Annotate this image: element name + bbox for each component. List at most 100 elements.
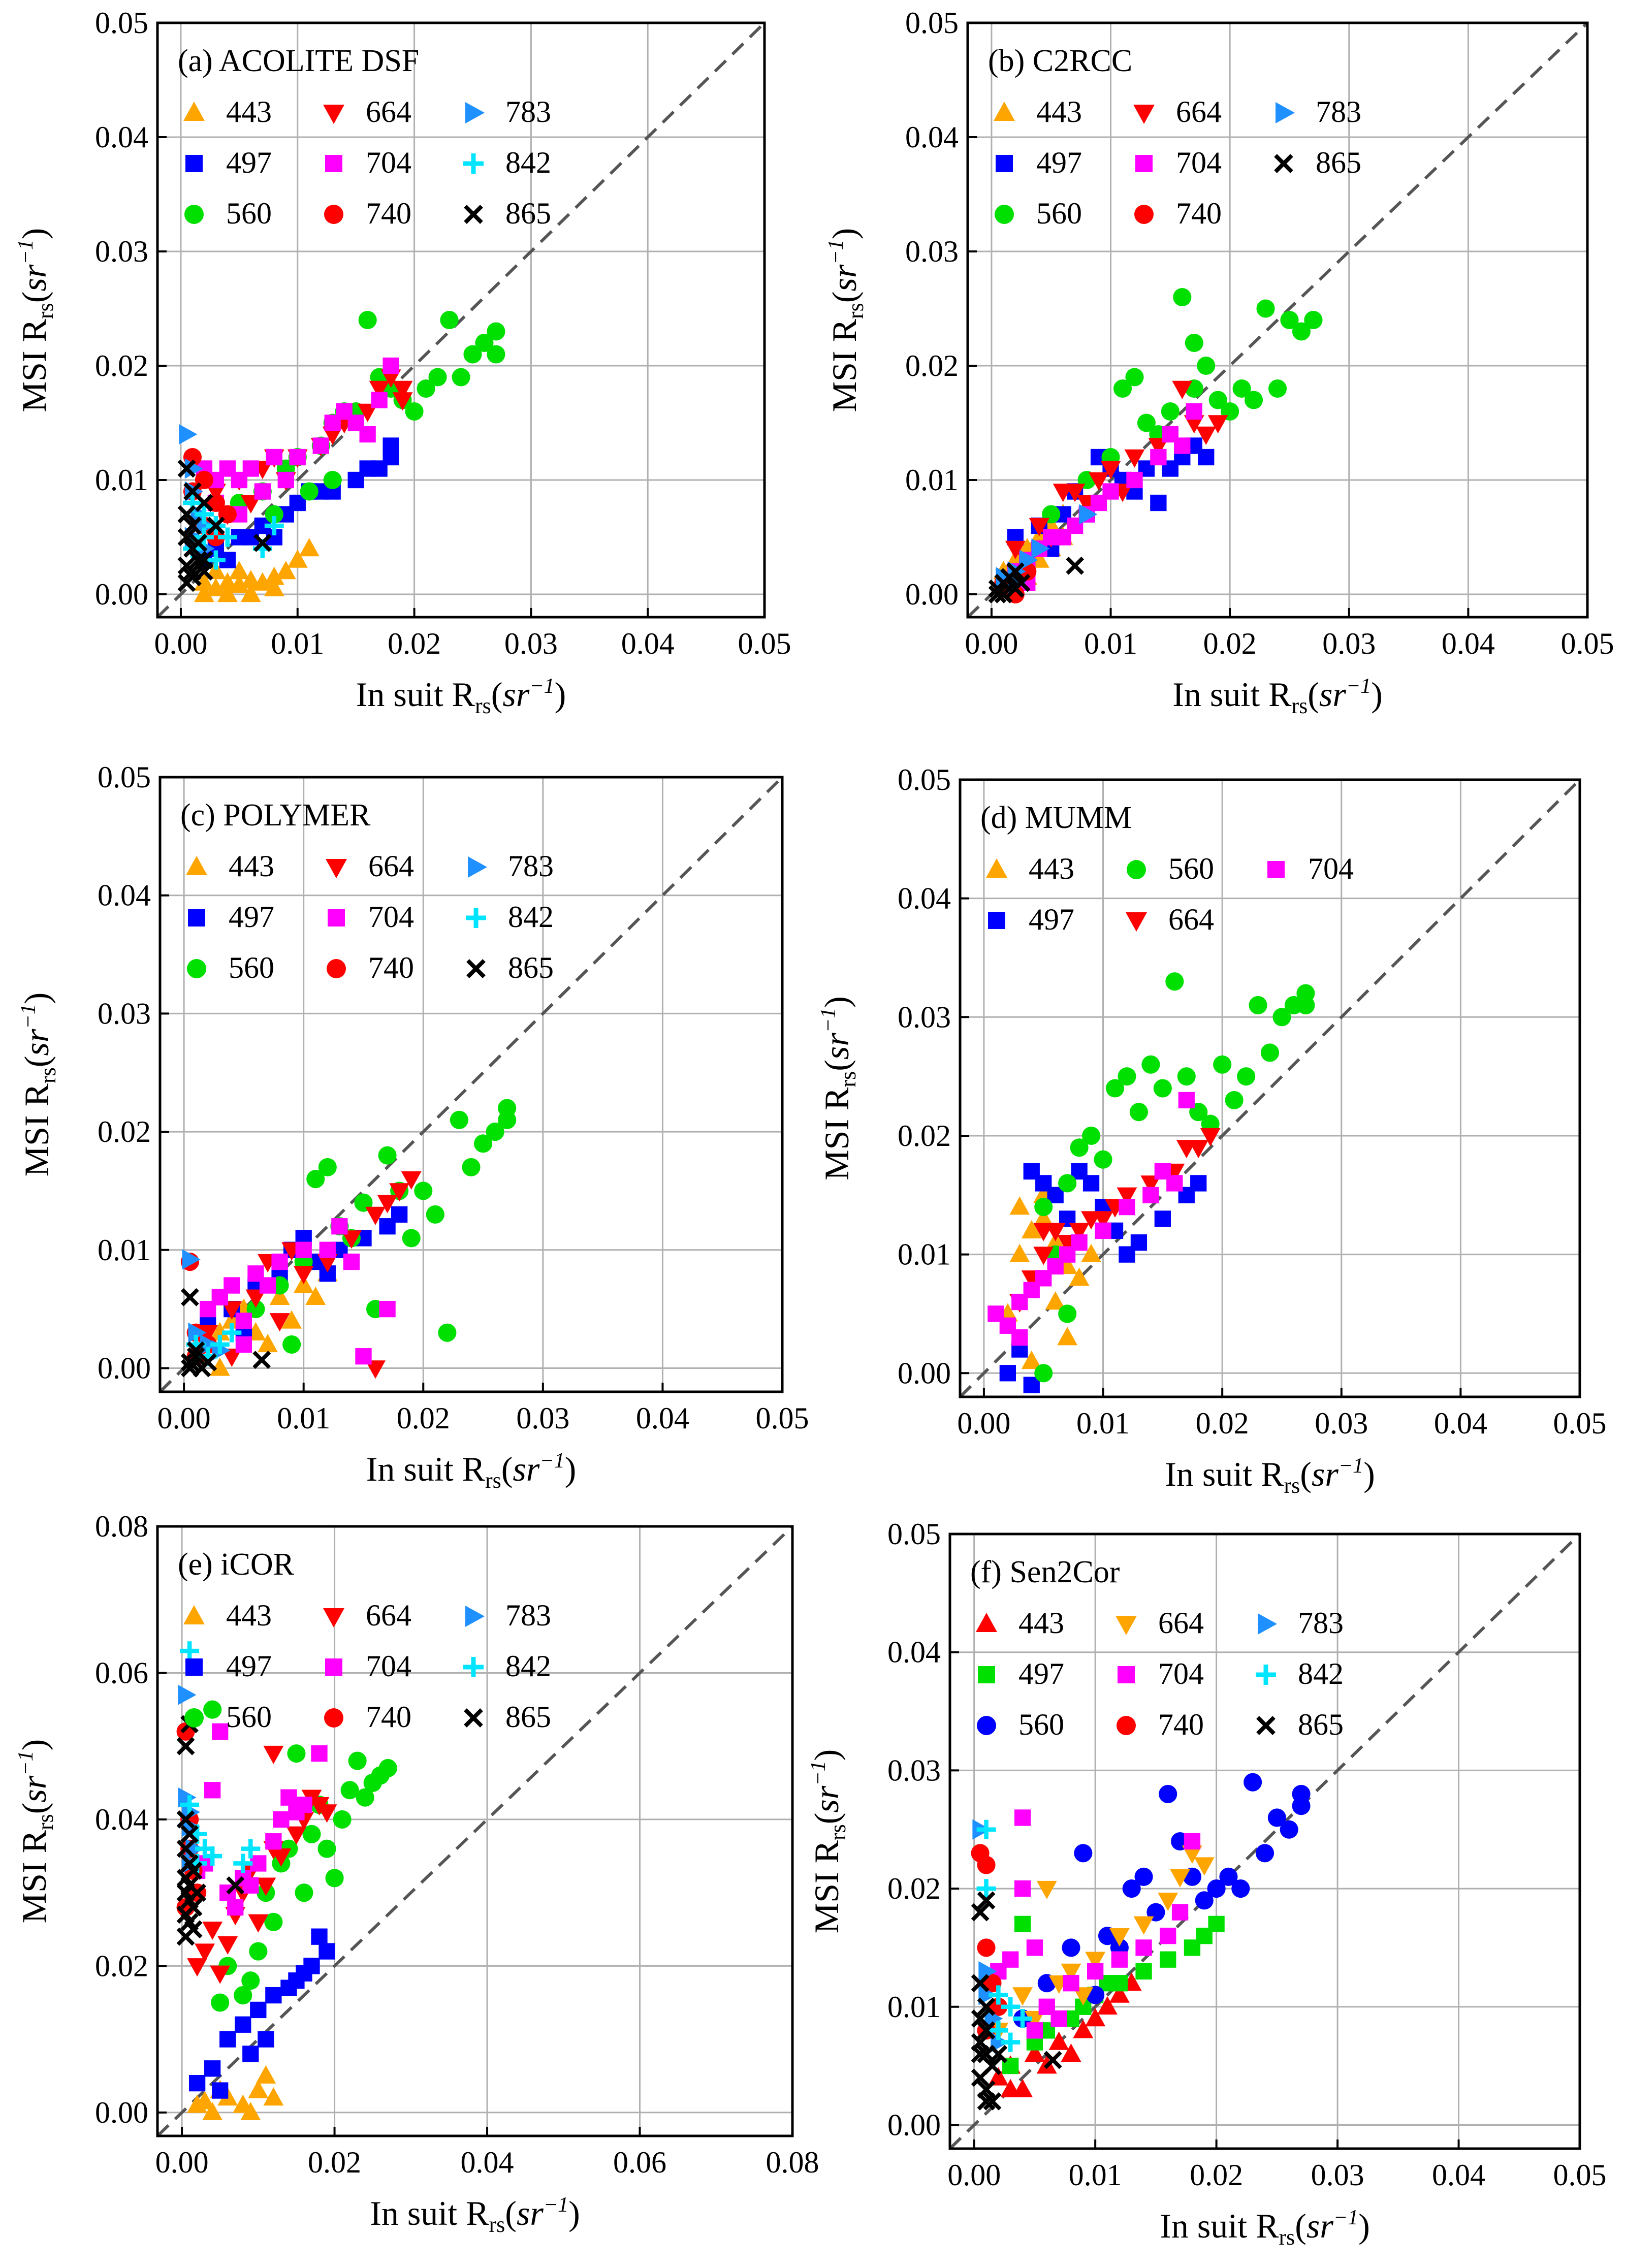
- y-tick-label: 0.02: [898, 1119, 951, 1153]
- point-560: [1118, 1067, 1136, 1086]
- point-560: [1125, 368, 1144, 387]
- legend-marker-497: [185, 1658, 203, 1676]
- legend-label-560: 560: [229, 951, 274, 984]
- x-tick-label: 0.02: [308, 2146, 361, 2179]
- panel-title: (b) C2RCC: [988, 44, 1132, 78]
- point-865: [207, 517, 225, 535]
- point-664: [1085, 1952, 1106, 1970]
- x-tick-label: 0.04: [1434, 1407, 1487, 1440]
- point-443: [209, 1357, 230, 1376]
- point-560: [1034, 1364, 1053, 1383]
- legend-marker-740: [324, 205, 343, 224]
- point-664: [316, 1804, 337, 1823]
- point-865: [971, 2009, 990, 2028]
- point-560: [203, 1700, 222, 1719]
- y-tick-label: 0.03: [98, 997, 151, 1030]
- point-704: [383, 357, 399, 374]
- series-865: [181, 1288, 271, 1378]
- y-tick-label: 0.04: [98, 879, 151, 912]
- point-664: [392, 392, 413, 411]
- point-560: [249, 1942, 268, 1961]
- legend-label-497: 497: [226, 1649, 272, 1683]
- point-443: [194, 572, 214, 591]
- legend-marker-865: [464, 1708, 483, 1728]
- point-560: [1161, 402, 1180, 421]
- point-865: [983, 2092, 1002, 2111]
- point-497: [1160, 1951, 1176, 1968]
- point-664: [205, 484, 226, 502]
- point-664: [357, 403, 378, 422]
- legend-marker-783: [468, 856, 487, 878]
- legend-label-740: 740: [366, 1700, 411, 1734]
- point-704: [266, 449, 282, 466]
- legend-label-560: 560: [1168, 852, 1214, 885]
- point-443: [240, 584, 261, 602]
- point-865: [1006, 562, 1025, 581]
- point-443: [275, 561, 296, 580]
- point-560: [287, 1744, 306, 1763]
- y-axis-label: MSI Rrs(sr−1): [14, 228, 58, 412]
- y-axis-label: MSI Rrs(sr−1): [824, 228, 868, 412]
- series-704: [987, 1092, 1195, 1346]
- axes-frame: [156, 1525, 794, 2137]
- legend-label-740: 740: [366, 197, 411, 230]
- legend-marker-704: [328, 909, 345, 927]
- point-783: [200, 1334, 219, 1355]
- point-842: [217, 527, 237, 547]
- legend-marker-842: [463, 1657, 484, 1677]
- point-664: [1036, 1880, 1057, 1899]
- legend-label-497: 497: [1029, 903, 1074, 936]
- point-497: [188, 2075, 206, 2092]
- legend-marker-664: [326, 859, 347, 878]
- point-664: [1109, 1928, 1130, 1947]
- legend-marker-497: [185, 155, 203, 172]
- legend-marker-560: [995, 205, 1014, 224]
- x-tick-label: 0.01: [271, 627, 324, 660]
- point-783: [188, 1322, 207, 1343]
- series-664: [1005, 380, 1228, 571]
- legend-label-664: 664: [1176, 95, 1222, 129]
- legend: 443 497 560 664 704 740 783 842 865: [183, 95, 551, 230]
- point-664: [263, 1745, 284, 1765]
- point-865: [971, 1903, 990, 1922]
- x-tick-label: 0.02: [1196, 1407, 1249, 1440]
- legend-label-783: 783: [505, 95, 551, 129]
- panel-1: 0.00 0.01 0.02 0.03 0.04 0.05 0.00 0.01 0.02 0.03…: [14, 6, 791, 718]
- point-842: [976, 1819, 996, 1839]
- x-tick-label: 0.00: [155, 2146, 209, 2179]
- point-497: [250, 2001, 267, 2019]
- legend-marker-783: [465, 1606, 485, 1627]
- point-664: [1194, 1857, 1215, 1876]
- point-664: [389, 1183, 410, 1202]
- panel-4: 0.00 0.01 0.02 0.03 0.04 0.05 0.00 0.01 0.02 0.03…: [817, 763, 1607, 1498]
- legend-label-704: 704: [368, 900, 414, 934]
- point-497: [999, 1365, 1016, 1382]
- point-560: [438, 1323, 457, 1342]
- point-443: [256, 2065, 276, 2084]
- x-tick-label: 0.00: [157, 1401, 211, 1435]
- point-443: [1085, 2008, 1106, 2027]
- point-560: [487, 322, 505, 341]
- point-865: [184, 1861, 203, 1880]
- point-443: [1061, 2043, 1081, 2062]
- y-tick-label: 0.05: [905, 6, 959, 40]
- point-704: [277, 471, 294, 489]
- point-443: [1109, 1984, 1130, 2003]
- axes-frame: [948, 1532, 1581, 2150]
- axes-frame: [158, 776, 784, 1393]
- data-points: [971, 1773, 1311, 2111]
- point-560: [1129, 1103, 1148, 1122]
- x-tick-label: 0.03: [1311, 2158, 1364, 2192]
- legend-marker-842: [1256, 1665, 1276, 1685]
- point-865: [977, 1891, 996, 1910]
- point-443: [217, 584, 238, 602]
- point-560: [462, 1158, 481, 1176]
- point-443: [988, 2067, 1009, 2086]
- point-842: [1013, 2009, 1033, 2029]
- point-704: [331, 1218, 348, 1235]
- point-560: [325, 1869, 344, 1888]
- y-tick-label: 0.04: [905, 120, 959, 154]
- point-865: [189, 533, 208, 552]
- legend-marker-560: [184, 205, 204, 224]
- point-664: [1005, 540, 1026, 559]
